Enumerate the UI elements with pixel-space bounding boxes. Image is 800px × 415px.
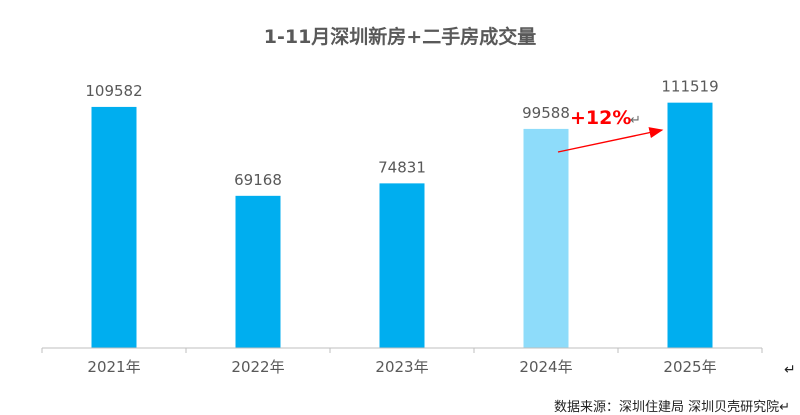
bar-2025年 bbox=[667, 102, 713, 348]
source-note: 数据来源：深圳住建局 深圳贝壳研究院↵ bbox=[553, 400, 790, 415]
return-mark: ↵ bbox=[630, 113, 641, 128]
x-tick-label: 2021年 bbox=[87, 358, 140, 376]
bar-2023年 bbox=[379, 183, 425, 348]
data-label: 109582 bbox=[85, 82, 142, 100]
data-label: 69168 bbox=[234, 171, 282, 189]
data-label: 99588 bbox=[522, 104, 570, 122]
x-tick-label: 2023年 bbox=[375, 358, 428, 376]
bar-2021年 bbox=[91, 106, 137, 348]
growth-arrow bbox=[557, 127, 664, 153]
return-mark: ↵ bbox=[784, 362, 796, 378]
data-label: 111519 bbox=[661, 78, 718, 96]
bar-2022年 bbox=[235, 195, 281, 348]
chart-title: 1-11月深圳新房+二手房成交量 bbox=[263, 26, 537, 48]
data-label: 74831 bbox=[378, 158, 426, 176]
growth-percent-label: +12% bbox=[570, 107, 631, 129]
x-tick-label: 2025年 bbox=[663, 358, 716, 376]
x-tick-label: 2022年 bbox=[231, 358, 284, 376]
bar-2024年 bbox=[523, 128, 569, 348]
x-tick-label: 2024年 bbox=[519, 358, 572, 376]
